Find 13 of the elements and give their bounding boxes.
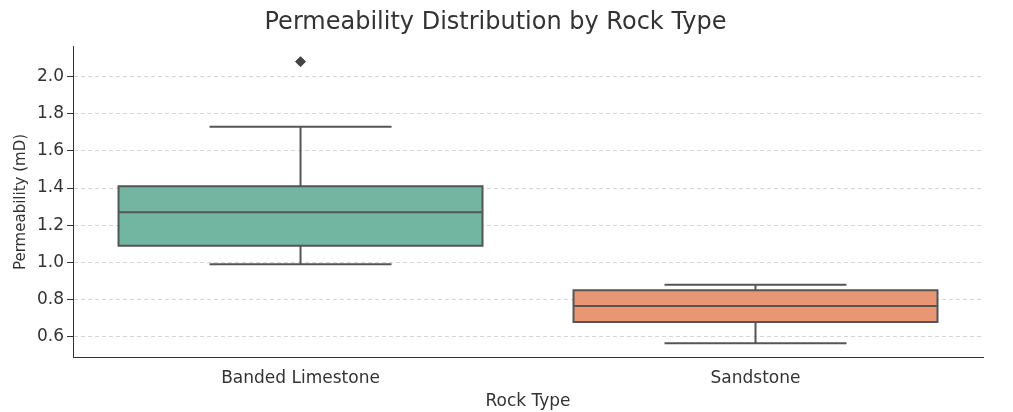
y-axis-title: Permeability (mD) [10, 133, 29, 271]
x-tick-label: Sandstone [710, 366, 801, 387]
chart-title: Permeability Distribution by Rock Type [264, 6, 727, 35]
y-tick-label: 1.2 [36, 213, 65, 234]
x-tick-label: Banded Limestone [221, 366, 380, 387]
x-axis-title: Rock Type [485, 390, 571, 411]
y-tick-label: 1.8 [36, 102, 65, 123]
y-tick-label: 2.0 [36, 64, 65, 85]
y-tick-label: 1.0 [36, 250, 65, 271]
y-tick-label: 1.4 [36, 176, 65, 197]
y-tick-label: 1.6 [36, 139, 65, 160]
y-tick-label: 0.6 [36, 325, 65, 346]
y-tick-label: 0.8 [36, 288, 65, 308]
